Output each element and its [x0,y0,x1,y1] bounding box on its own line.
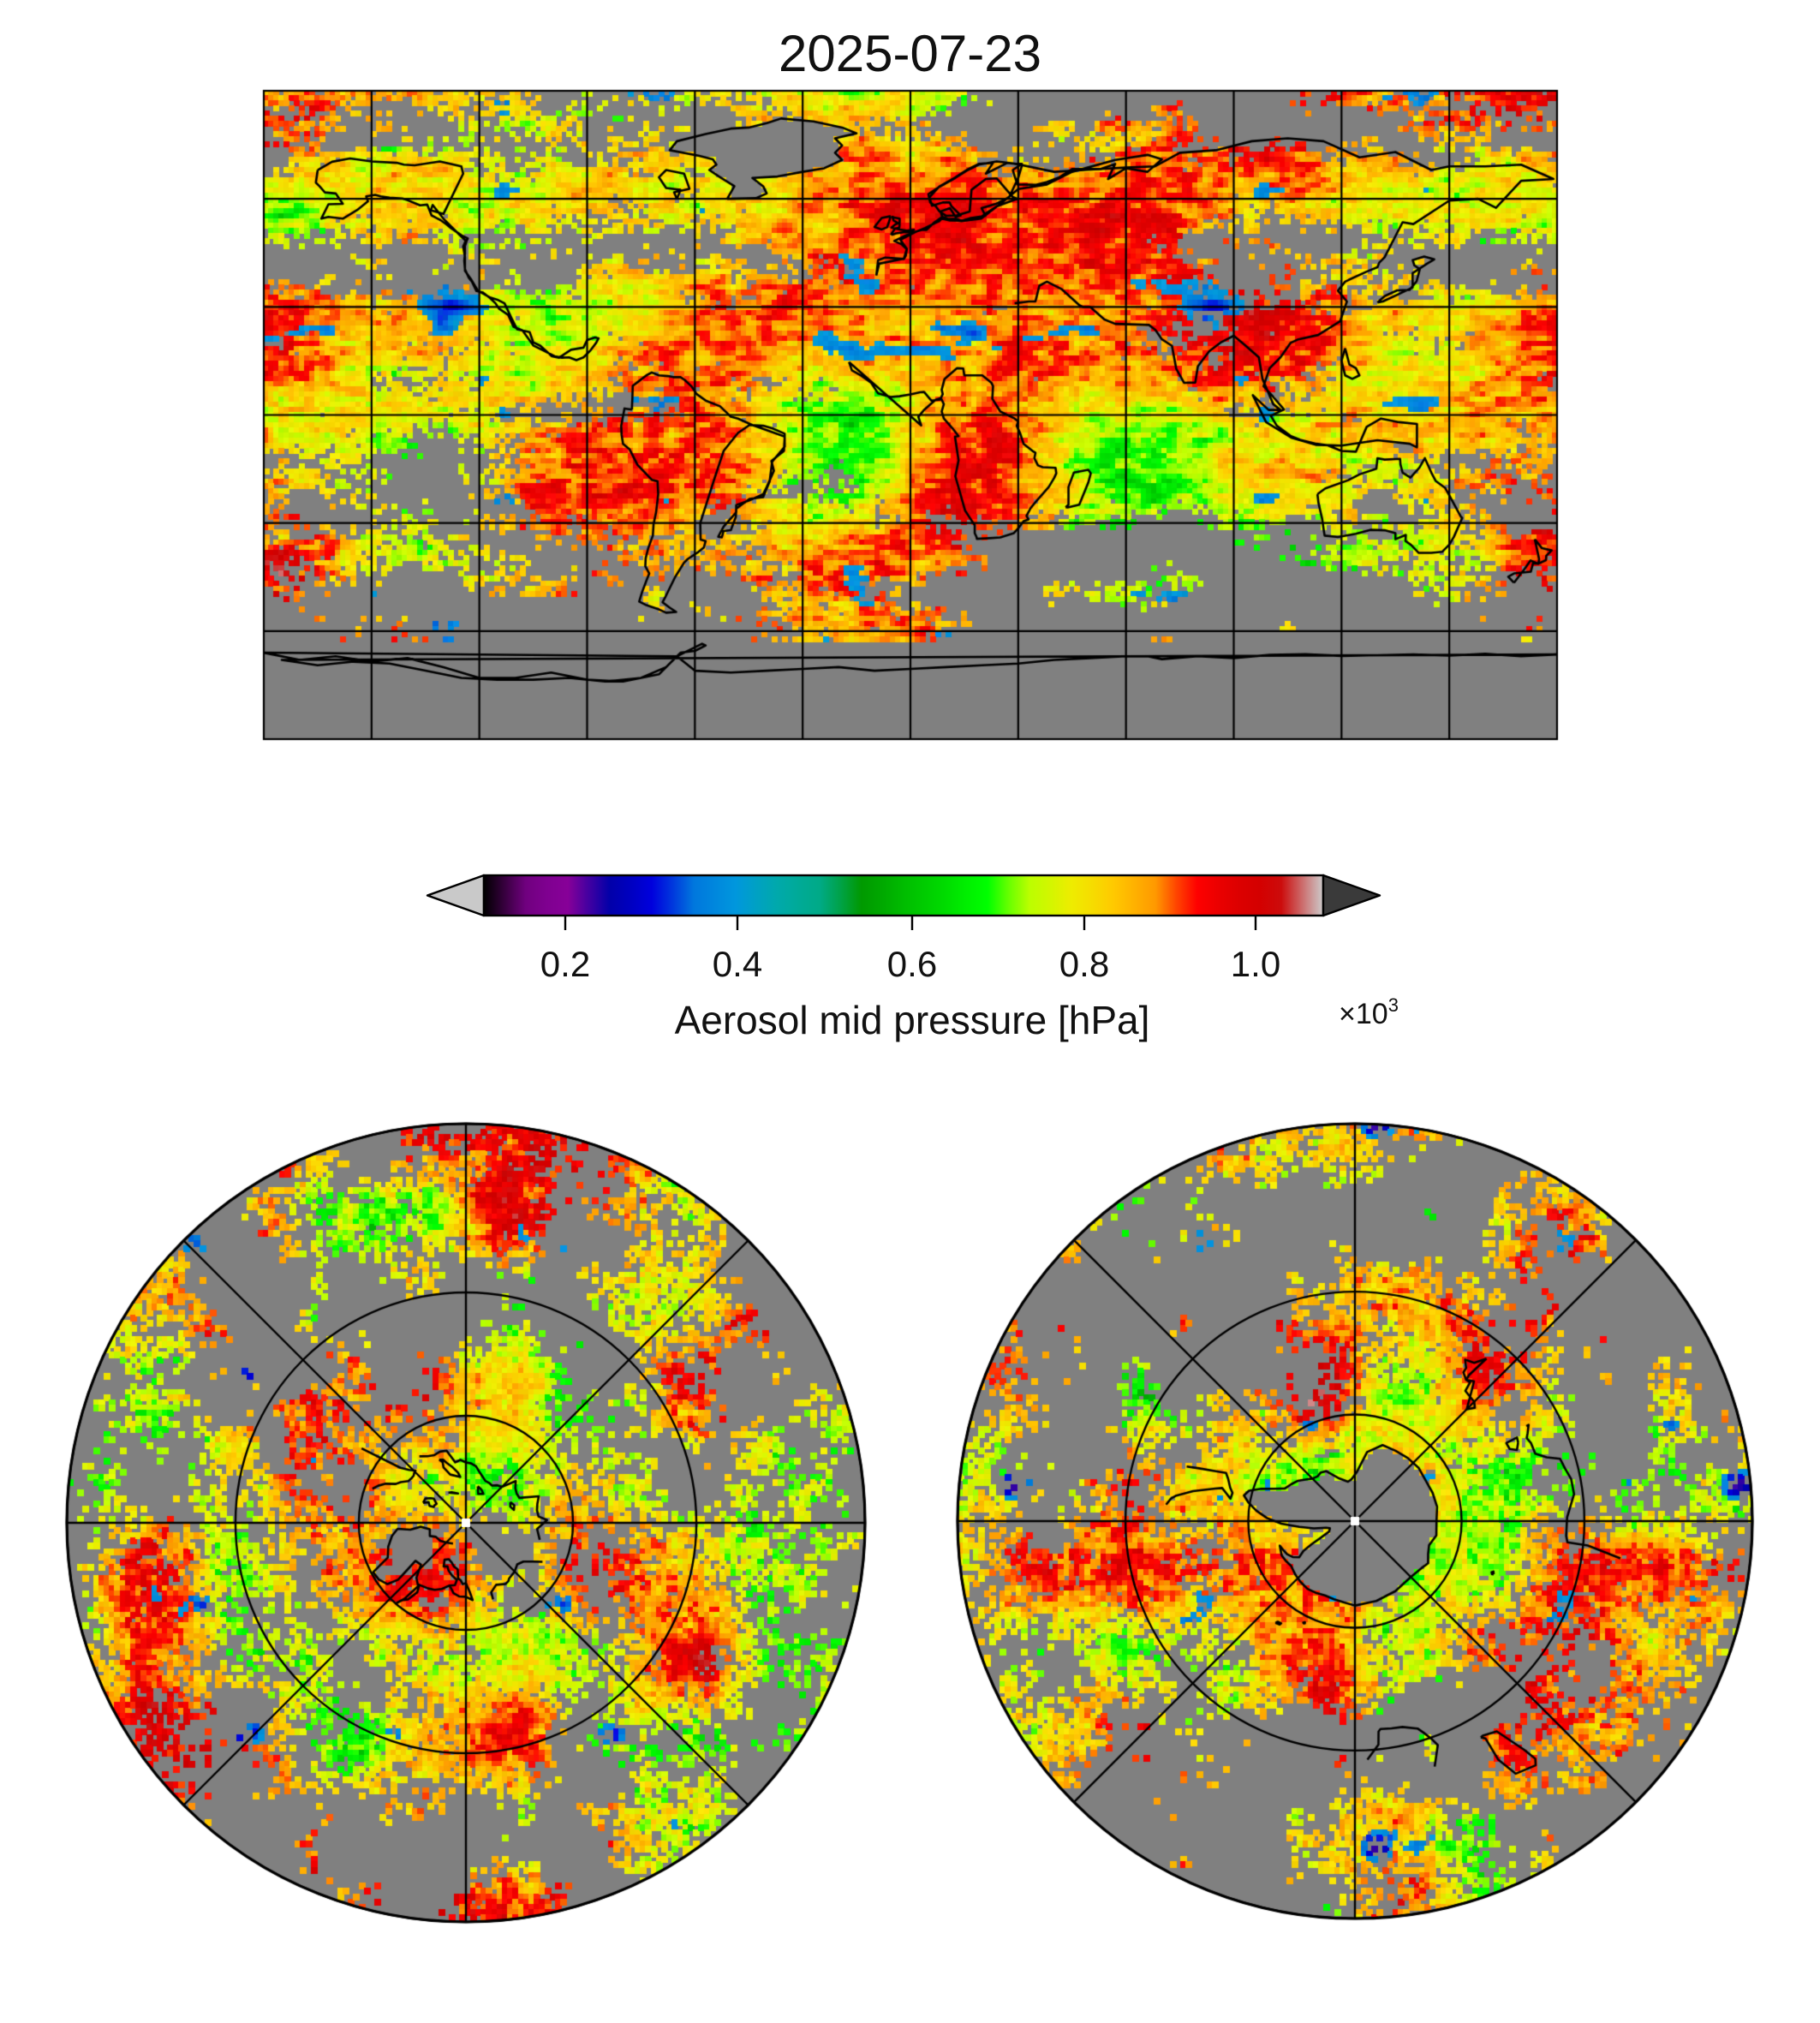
svg-text:Aerosol mid pressure [hPa]: Aerosol mid pressure [hPa] [675,998,1150,1042]
svg-text:0.6: 0.6 [887,944,937,984]
svg-text:1.0: 1.0 [1231,944,1280,984]
svg-text:×103: ×103 [1339,994,1399,1030]
svg-text:0.4: 0.4 [713,944,762,984]
svg-text:0.2: 0.2 [540,944,590,984]
svg-text:0.8: 0.8 [1059,944,1109,984]
